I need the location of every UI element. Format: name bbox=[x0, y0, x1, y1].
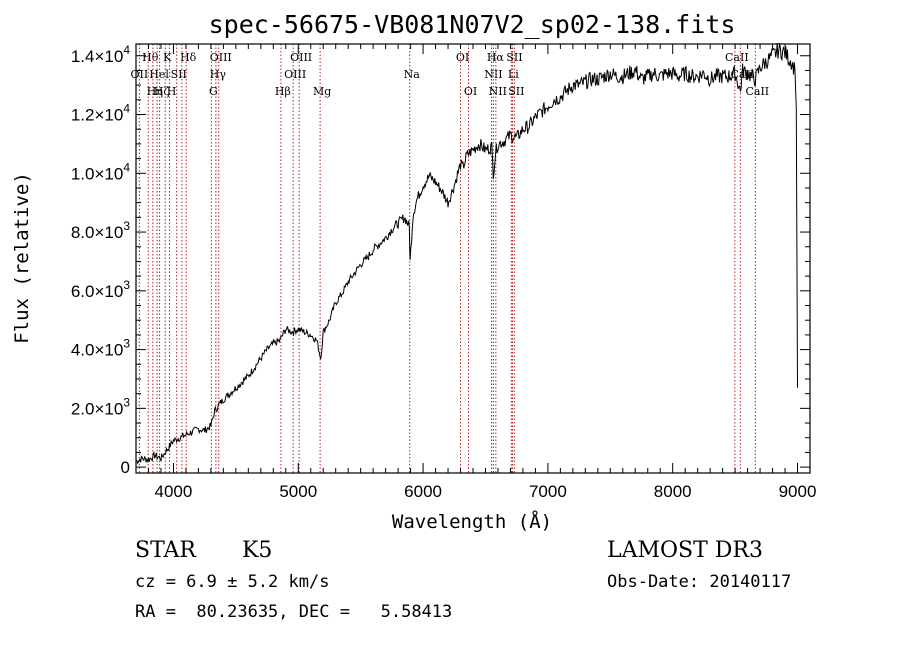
axis-ticks: 4000 5000 6000 7000 8000 9000 0 2.0×103 4.0×103 6… bbox=[71, 43, 817, 501]
line-label: OI bbox=[464, 85, 477, 98]
line-label: CaII bbox=[745, 85, 769, 98]
line-label: G bbox=[209, 85, 218, 98]
y-tick-label: 8.0×103 bbox=[71, 219, 130, 242]
y-tick-label: 0 bbox=[121, 458, 130, 477]
line-label: Li bbox=[508, 68, 519, 81]
y-axis-label: Flux (relative) bbox=[11, 172, 33, 344]
line-label: NII bbox=[484, 68, 502, 81]
line-label: OIII bbox=[210, 51, 232, 64]
y-tick-label: 1.2×104 bbox=[71, 102, 130, 125]
y-tick-label: 4.0×103 bbox=[71, 337, 130, 360]
object-subclass: K5 bbox=[242, 538, 273, 563]
x-tick-label: 9000 bbox=[779, 482, 817, 501]
line-label: OIII bbox=[284, 68, 306, 81]
line-label: Hζ bbox=[154, 85, 170, 98]
y-tick-label: 1.0×104 bbox=[71, 160, 130, 183]
line-label: Hγ bbox=[210, 68, 227, 81]
emission-line-markers: OII Hθ Hη Hel Hζ K H SII Hδ G Hγ OIII Hβ OIII OIII Mg Na… bbox=[131, 44, 769, 473]
line-label: SII bbox=[506, 51, 522, 64]
line-label: Hel bbox=[149, 68, 169, 81]
line-label: Hη bbox=[147, 85, 163, 98]
line-label: Hδ bbox=[180, 51, 197, 64]
x-tick-label: 7000 bbox=[529, 482, 567, 501]
line-label: SII bbox=[508, 85, 524, 98]
line-label: Na bbox=[404, 68, 421, 81]
plot-frame bbox=[135, 43, 811, 474]
x-tick-label: 8000 bbox=[654, 482, 692, 501]
spectrum-line bbox=[135, 43, 798, 465]
coordinates: RA = 80.23635, DEC = 5.58413 bbox=[135, 602, 453, 622]
x-axis-label: Wavelength (Å) bbox=[392, 510, 552, 533]
x-tick-label: 4000 bbox=[155, 482, 193, 501]
line-label: OI bbox=[456, 51, 469, 64]
x-tick-label: 5000 bbox=[279, 482, 317, 501]
line-label: CaII bbox=[725, 51, 749, 64]
object-class: STAR bbox=[135, 538, 196, 563]
y-tick-label: 2.0×103 bbox=[71, 395, 130, 418]
line-label: OII bbox=[131, 68, 149, 81]
line-label: H bbox=[167, 85, 177, 98]
line-label: K bbox=[163, 51, 172, 64]
chart-title: spec-56675-VB081N07V2_sp02-138.fits bbox=[209, 10, 736, 39]
line-label: Hα bbox=[487, 51, 505, 64]
line-label: NII bbox=[489, 85, 507, 98]
line-label: Hβ bbox=[275, 85, 291, 98]
spectrum-series bbox=[135, 43, 798, 465]
x-tick-label: 6000 bbox=[404, 482, 442, 501]
line-label: OIII bbox=[290, 51, 312, 64]
line-label: SII bbox=[171, 68, 187, 81]
y-tick-label: 6.0×103 bbox=[71, 278, 130, 301]
line-label: Hθ bbox=[142, 51, 159, 64]
redshift-cz: cz = 6.9 ± 5.2 km/s bbox=[135, 572, 330, 592]
survey-name: LAMOST DR3 bbox=[607, 538, 763, 563]
y-tick-label: 1.4×104 bbox=[71, 43, 130, 66]
line-label: Mg bbox=[313, 85, 331, 98]
observation-date: Obs-Date: 20140117 bbox=[607, 572, 792, 592]
